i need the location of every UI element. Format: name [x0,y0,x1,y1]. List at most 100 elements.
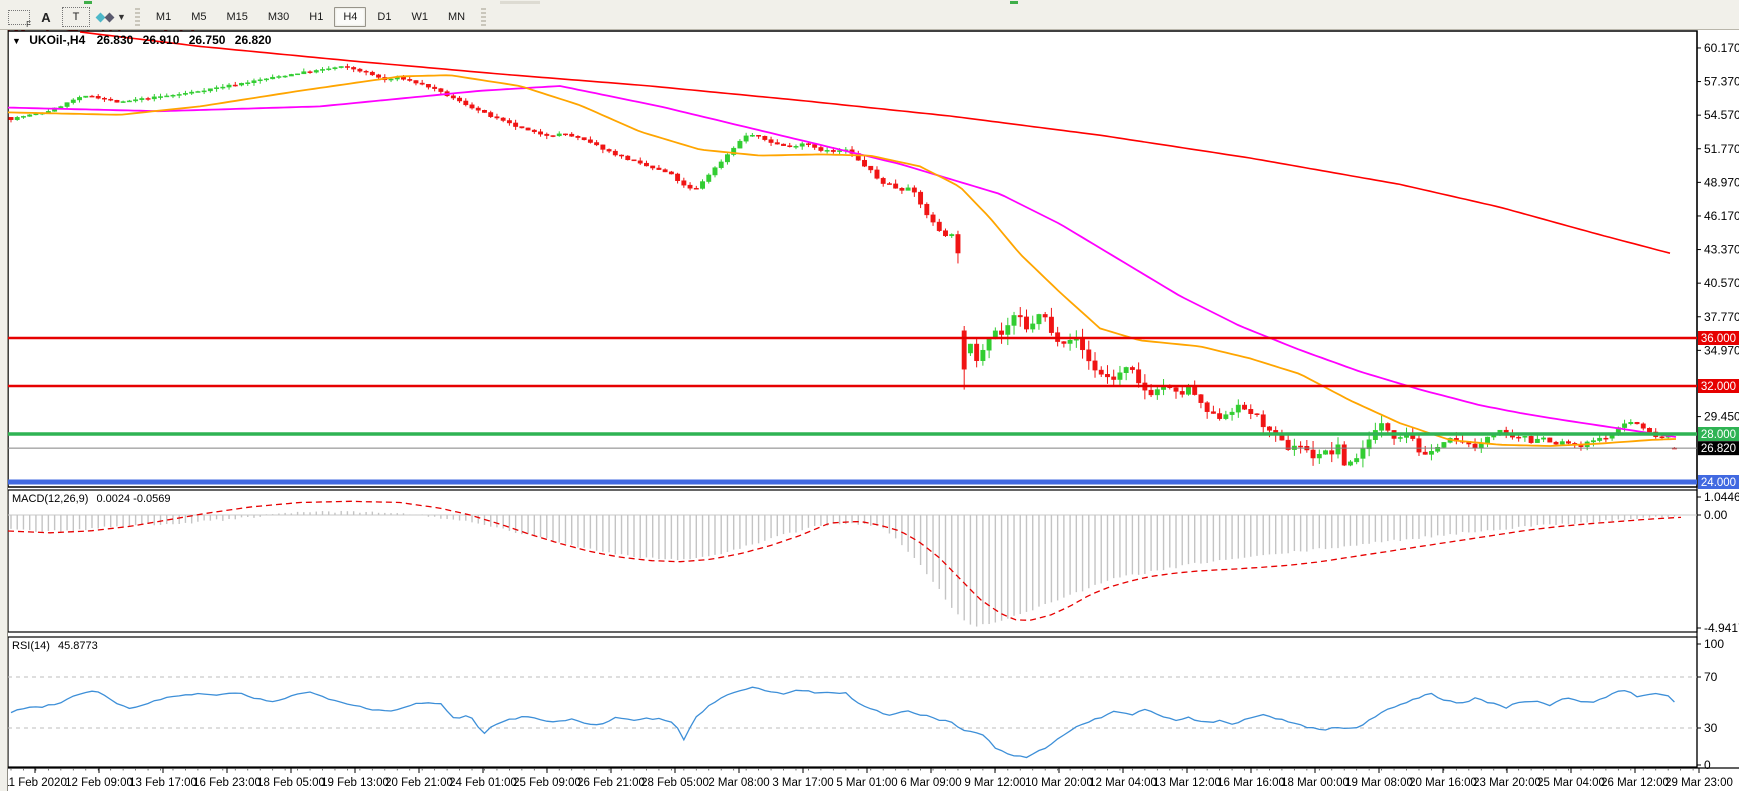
time-axis-label: 5 Mar 01:00 [836,777,897,789]
toolbar-grip-right[interactable] [481,8,487,26]
time-axis-label: 11 Feb 2020 [3,777,67,789]
hline-price-badge-28.000 [1698,427,1739,441]
main-toolbar: F A T ▼ M1 M5 M15 M30 H1 H4 D1 W1 MN [0,5,1739,30]
macd-scale-label: -4.9417 [1704,621,1739,635]
time-axis-label: 23 Mar 20:00 [1473,777,1541,789]
rsi-indicator-label: RSI(14) 45.8773 [12,640,98,652]
current-price-badge-text: 26.820 [1701,443,1736,455]
grid-icon-letter: F [26,19,31,29]
chart-title[interactable]: ▼ UKOil-,H4 26.830 26.910 26.750 26.820 [12,33,271,47]
time-axis-label: 20 Mar 16:00 [1409,777,1477,789]
rsi-layer [8,676,1697,759]
toolbar-grip[interactable] [134,8,140,26]
time-axis-label: 25 Feb 09:00 [513,777,581,789]
objects-palette-icon[interactable]: ▼ [95,8,126,26]
timeframe-button-H4[interactable]: H4 [334,7,367,27]
ma-mid-magenta[interactable] [8,85,1677,438]
price-scale-label: 51.770 [1704,142,1739,156]
time-axis-label: 12 Feb 09:00 [65,777,133,789]
rsi-scale-label: 0 [1704,758,1711,772]
macd-name: MACD(12,26,9) [12,493,89,505]
timeframe-button-M30[interactable]: M30 [267,11,290,23]
price-scale-label: 29.450 [1704,410,1739,424]
text-object-icon[interactable]: T [62,7,90,27]
time-axis-label: 18 Feb 05:00 [257,777,325,789]
time-axis-label: 26 Mar 12:00 [1601,777,1669,789]
rsi-line [10,686,1675,759]
ohlc-close: 26.820 [234,33,272,47]
timeframe-button-group: M1 M5 M15 M30 H1 H4 D1 W1 MN [146,7,475,27]
time-axis-label: 13 Feb 17:00 [129,777,197,789]
ohlc-low: 26.750 [188,33,226,47]
rsi-value: 45.8773 [57,640,98,652]
crosshair-grid-icon[interactable]: F [8,9,31,29]
macd-scale-label: 0.00 [1704,508,1728,522]
hline-price-badge-text: 28.000 [1701,429,1736,441]
timeframe-button-MN[interactable]: MN [447,11,466,23]
price-scale-label: 37.770 [1704,310,1739,324]
hline-price-badge-36.000 [1698,331,1739,345]
rsi-name: RSI(14) [12,640,50,652]
time-axis-label: 25 Mar 04:00 [1537,777,1605,789]
hline-price-badge-text: 24.000 [1701,477,1736,489]
rsi-scale-label: 70 [1704,670,1718,684]
time-axis-label: 18 Mar 00:00 [1281,777,1349,789]
timeframe-button-M1[interactable]: M1 [155,11,172,23]
time-axis-label: 20 Feb 21:00 [385,777,453,789]
ma-fast-orange[interactable] [8,74,1677,447]
macd-scale-label: 1.0446 [1704,490,1739,504]
time-axis-label: 26 Feb 21:00 [577,777,645,789]
time-axis-label: 13 Mar 12:00 [1153,777,1221,789]
time-axis-label: 6 Mar 09:00 [900,777,961,789]
price-scale-label: 34.970 [1704,343,1739,357]
price-scale-label: 60.170 [1704,41,1739,55]
macd-signal-line [8,500,1682,621]
rsi-panel-frame [7,636,1698,768]
time-axis-label: 29 Mar 23:00 [1665,777,1733,789]
left-window-strip [0,29,8,791]
rsi-scale-label: 30 [1704,721,1718,735]
price-scale-label: 57.370 [1704,75,1739,89]
top-strip-green-sliver [84,1,92,4]
macd-values: 0.0024 -0.0569 [96,493,171,505]
time-axis-label: 28 Feb 05:00 [641,777,709,789]
price-scale-label: 43.370 [1704,243,1739,257]
hline-price-badge-32.000 [1698,379,1739,393]
macd-panel-frame [7,489,1698,633]
text-label-icon[interactable]: A [41,9,51,25]
current-price-badge [1698,441,1739,456]
rsi-scale-label: 100 [1704,637,1724,651]
time-axis-label: 24 Feb 01:00 [449,777,517,789]
timeframe-button-H1[interactable]: H1 [309,11,324,23]
time-axis-label: 9 Mar 12:00 [964,777,1025,789]
timeframe-button-M15[interactable]: M15 [226,11,248,23]
hline-price-badge-24.000 [1698,475,1739,489]
time-axis-label: 16 Mar 16:00 [1217,777,1285,789]
hline-price-badge-text: 32.000 [1701,381,1736,393]
time-axis-label: 19 Feb 13:00 [321,777,389,789]
symbol-dropdown-icon[interactable]: ▼ [12,36,21,46]
ma-slow-red[interactable] [79,31,1671,254]
price-scale-label: 48.970 [1704,175,1739,189]
hline-price-badge-text: 36.000 [1701,333,1736,345]
top-strip-box [500,1,540,4]
top-strip-green-sliver2 [1010,1,1018,4]
timeframe-button-D1[interactable]: D1 [377,11,392,23]
macd-layer [8,500,1697,627]
time-axis-label: 12 Mar 04:00 [1089,777,1157,789]
palette-diamond-dark [104,12,115,22]
time-axis-label: 2 Mar 08:00 [708,777,769,789]
time-axis-label: 16 Feb 23:00 [193,777,261,789]
price-scale-label: 54.570 [1704,108,1739,122]
ohlc-high: 26.910 [142,33,180,47]
price-panel-frame [7,30,1698,488]
ohlc-open: 26.830 [96,33,134,47]
macd-indicator-label: MACD(12,26,9) 0.0024 -0.0569 [12,493,171,505]
timeframe-button-M5[interactable]: M5 [191,11,207,23]
timeframe-button-W1[interactable]: W1 [411,11,428,23]
chevron-down-icon[interactable]: ▼ [117,12,126,22]
time-axis-label: 19 Mar 08:00 [1345,777,1413,789]
price-scale-label: 46.170 [1704,209,1739,223]
